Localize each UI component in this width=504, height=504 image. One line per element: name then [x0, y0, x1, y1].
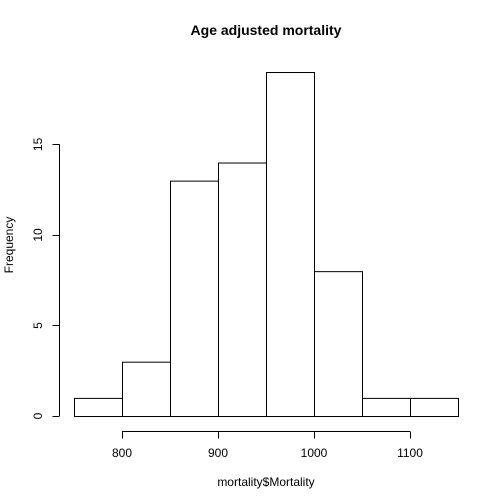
y-axis: 0 5 10 15 [31, 137, 60, 419]
histogram-bar [266, 72, 315, 417]
chart-title: Age adjusted mortality [191, 22, 342, 38]
y-tick-label: 15 [31, 137, 45, 151]
bars-group [74, 72, 459, 418]
x-tick-label: 800 [112, 446, 132, 460]
y-tick-label: 5 [31, 322, 45, 329]
x-axis: 800 900 1000 1100 [112, 431, 423, 460]
x-axis-label: mortality$Mortality [217, 475, 314, 489]
y-tick-label: 10 [31, 228, 45, 242]
histogram-bar [362, 397, 411, 418]
y-tick-label: 0 [31, 412, 45, 419]
histogram-bar [122, 361, 171, 417]
histogram-bar [170, 180, 219, 417]
histogram-bar [410, 397, 459, 418]
x-tick-label: 1000 [301, 446, 328, 460]
x-tick-label: 900 [208, 446, 228, 460]
y-axis-label: Frequency [2, 217, 16, 274]
histogram-bar [74, 397, 123, 418]
x-tick-label: 1100 [397, 446, 423, 460]
histogram-bar [218, 162, 267, 417]
histogram-bar [314, 271, 363, 417]
